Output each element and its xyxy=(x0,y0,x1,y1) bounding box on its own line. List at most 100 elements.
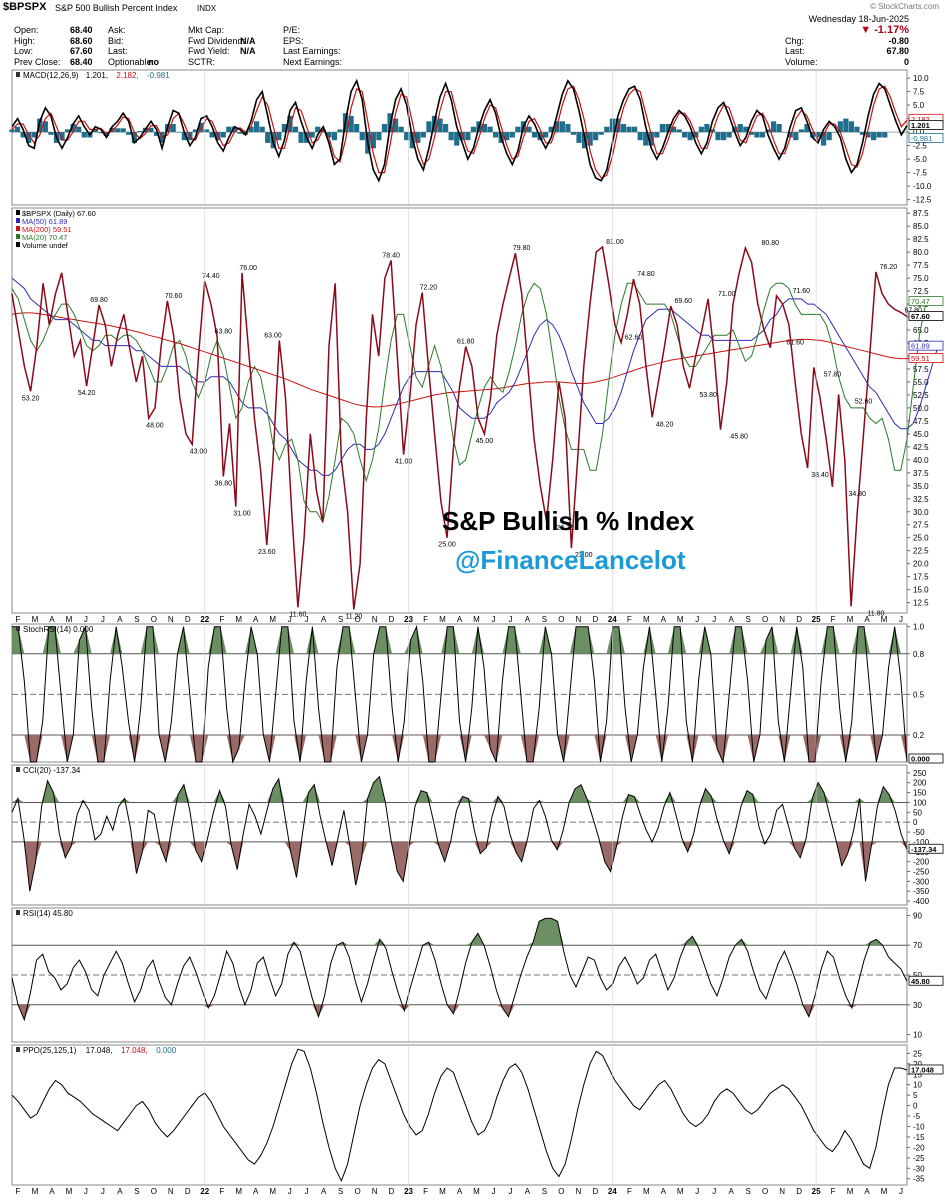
quote-label: Ask: xyxy=(108,25,126,35)
legend-swatch xyxy=(16,226,20,231)
cci-tick-label: 100 xyxy=(913,798,927,807)
quote-value: -0.80 xyxy=(888,35,909,46)
macd-histogram-bar xyxy=(604,126,610,133)
ppo-tick-label: 20 xyxy=(913,1060,922,1069)
macd-histogram-bar xyxy=(120,128,126,133)
macd-histogram-bar xyxy=(682,132,688,138)
rsi-tick-label: 50 xyxy=(913,971,922,980)
macd-histogram-bar xyxy=(576,132,582,143)
cci-tick-label: 250 xyxy=(913,769,927,778)
x-axis-month-label: S xyxy=(746,1187,751,1196)
macd-histogram-bar xyxy=(832,132,838,133)
rsi-last-value: 45.80 xyxy=(911,977,930,986)
macd-histogram-bar xyxy=(704,124,710,133)
macd-legend-part: 1.201, xyxy=(86,71,108,80)
x-axis-month-label: 23 xyxy=(404,615,413,624)
macd-histogram-bar xyxy=(470,126,476,133)
price-annotation: 76.00 xyxy=(239,265,257,272)
x-axis-month-label: J xyxy=(84,1187,88,1196)
quote-label: Bid: xyxy=(108,35,124,46)
x-axis-month-label: A xyxy=(525,1187,531,1196)
price-annotation: 67.80 xyxy=(904,307,922,314)
quote-label: Low: xyxy=(14,46,34,56)
quote-value: 67.60 xyxy=(70,46,93,56)
price-annotation: 70.60 xyxy=(165,293,183,300)
price-annotation: 74.40 xyxy=(202,273,220,280)
quote-label: Prev Close: xyxy=(14,56,61,67)
macd-histogram-bar xyxy=(31,132,37,138)
price-annotation: 57.80 xyxy=(824,371,842,378)
x-axis-month-label: J xyxy=(899,1187,903,1196)
x-axis-month-label: J xyxy=(288,615,292,624)
macd-histogram-bar xyxy=(220,132,226,138)
macd-legend-part: 2.182, xyxy=(116,71,138,80)
macd-histogram-bar xyxy=(643,132,649,146)
cci-tick-label: 50 xyxy=(913,808,922,817)
price-annotation: 43.00 xyxy=(190,448,208,455)
macd-histogram-bar xyxy=(253,121,260,133)
macd-histogram-bar xyxy=(548,126,554,133)
price-tick-label: 30.0 xyxy=(913,508,929,517)
price-annotation: 72.20 xyxy=(420,285,438,292)
x-axis-month-label: J xyxy=(84,615,88,624)
cci-tick-label: -350 xyxy=(913,887,930,896)
price-tick-label: 72.5 xyxy=(913,287,929,296)
price-annotation: 34.80 xyxy=(849,491,867,498)
macd-histogram-bar xyxy=(871,132,877,141)
macd-histogram-bar xyxy=(559,121,565,133)
ppo-tick-label: 5 xyxy=(913,1091,918,1100)
x-axis-month-label: J xyxy=(899,615,903,624)
price-annotation: 23.00 xyxy=(575,552,593,559)
quote-label: Last: xyxy=(108,46,128,56)
price-tick-label: 80.0 xyxy=(913,248,929,257)
macd-histogram-bar xyxy=(448,132,454,141)
x-axis-month-label: A xyxy=(49,1187,55,1196)
ppo-tick-label: -15 xyxy=(913,1133,925,1142)
macd-histogram-bar xyxy=(292,126,299,133)
price-annotation: 69.60 xyxy=(674,298,692,305)
price-annotation: 11.60 xyxy=(289,611,306,618)
cci-tick-label: -400 xyxy=(913,897,930,906)
x-axis-month-label: O xyxy=(354,1187,360,1196)
x-axis-month-label: F xyxy=(16,1187,21,1196)
quote-label: Volume: xyxy=(785,56,818,67)
macd-histogram-bar xyxy=(587,132,593,146)
macd-histogram-bar xyxy=(821,132,827,146)
price-annotation: 31.00 xyxy=(233,511,251,518)
quote-label: Fwd Dividend: xyxy=(188,35,246,46)
cci-tick-label: -50 xyxy=(913,828,925,837)
macd-histogram-bar xyxy=(743,126,749,133)
macd-histogram-bar xyxy=(848,121,855,133)
quote-label: Open: xyxy=(14,25,39,35)
x-axis-month-label: D xyxy=(592,1187,598,1196)
macd-signal-line xyxy=(11,85,908,179)
macd-histogram-bar xyxy=(348,115,354,133)
x-axis-month-label: D xyxy=(185,1187,191,1196)
price-annotation: 25.00 xyxy=(438,542,456,549)
macd-histogram-bar xyxy=(387,113,393,133)
macd-histogram-bar xyxy=(531,132,538,138)
price-tick-label: 17.5 xyxy=(913,573,929,582)
x-axis-month-label: S xyxy=(134,615,139,624)
x-axis-month-label: F xyxy=(831,1187,836,1196)
ppo-tick-label: -35 xyxy=(913,1175,925,1184)
price-legend-item: MA(20) 70.47 xyxy=(22,233,67,242)
rsi-tick-label: 70 xyxy=(913,941,922,950)
price-tick-label: 82.5 xyxy=(913,235,929,244)
ppo-tick-label: 15 xyxy=(913,1070,922,1079)
x-axis-month-label: A xyxy=(49,615,55,624)
quote-label: Optionable: xyxy=(108,56,155,67)
price-tick-label: 55.0 xyxy=(913,378,929,387)
macd-histogram-bar xyxy=(676,129,682,133)
x-axis-month-label: M xyxy=(643,1187,650,1196)
macd-histogram-bar xyxy=(465,132,471,141)
x-axis-month-label: J xyxy=(101,615,105,624)
price-annotation: 45.00 xyxy=(476,438,494,445)
x-axis-month-label: O xyxy=(354,615,360,624)
x-axis-month-label: N xyxy=(168,1187,174,1196)
macd-histogram-bar xyxy=(493,132,499,138)
overlay-handle: @FinanceLancelot xyxy=(455,545,686,575)
ma200-line xyxy=(11,312,926,408)
